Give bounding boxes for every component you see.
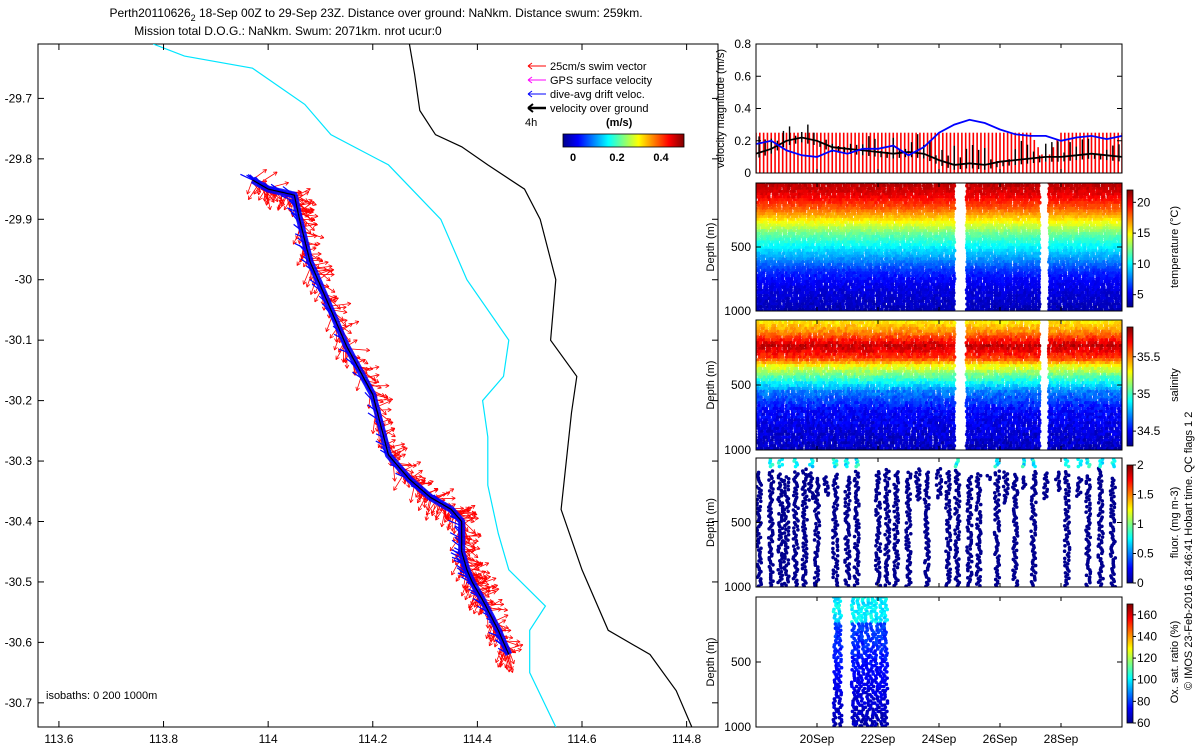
map-x-tick-label: 114	[259, 732, 278, 746]
speed-colorbar	[563, 134, 684, 147]
velocity-y-tick-label: 0.6	[734, 69, 751, 83]
profile-sample-dot	[753, 254, 757, 258]
legend-time-label: 4h	[525, 117, 537, 129]
map-x-tick-label: 114.6	[567, 732, 596, 746]
legend-gps-label: GPS surface velocity	[550, 75, 653, 87]
colorbar-tick: 0.2	[609, 152, 624, 164]
colorbar-tick: 0.4	[653, 152, 669, 164]
figure-title-line1: Perth201106262 18-Sep 00Z to 29-Sep 23Z.…	[109, 6, 642, 23]
map-y-tick-label: -30.2	[5, 394, 33, 408]
map-y-tick-label: -30.7	[5, 696, 33, 710]
map-y-tick-label: -30.3	[5, 454, 33, 468]
map-y-tick-label: -30.6	[5, 635, 33, 649]
panel-content	[753, 181, 1124, 312]
map-x-tick-label: 114.8	[672, 732, 701, 746]
map-y-tick-label: -30	[15, 273, 33, 287]
profile-sample-dot	[754, 223, 758, 227]
velocity-y-tick-label: 0.2	[734, 134, 751, 148]
map-y-tick-label: -30.5	[5, 575, 33, 589]
legend-ground-label: velocity over ground	[550, 103, 648, 115]
figure-title-line2: Mission total D.O.G.: NaNkm. Swum: 2071k…	[134, 24, 442, 38]
isobaths-label: isobaths: 0 200 1000m	[46, 690, 157, 702]
map-x-tick-label: 114.4	[463, 732, 492, 746]
map-x-tick-label: 114.2	[358, 732, 387, 746]
colorbar-tick: 0	[570, 152, 576, 164]
map-x-tick-label: 113.6	[44, 732, 73, 746]
map-y-tick-label: -30.4	[5, 514, 33, 528]
panel-velocity-magnitude: 0 0.2 0.4 0.6 0.8 velocity magnitude (m/s)	[715, 37, 1122, 180]
map-panel: 113.6 113.8 114 114.2 114.4 114.6 114.8 -29.7 -2…	[5, 44, 718, 746]
right-panels: 0 0.2 0.4 0.6 0.8 velocity magnitude (m/s) 500…	[705, 37, 1181, 746]
map-x-tick-label: 113.8	[149, 732, 178, 746]
velocity-y-axis-label: velocity magnitude (m/s)	[715, 49, 727, 168]
colorbar-title: (m/s)	[606, 117, 633, 129]
map-y-tick-label: -29.9	[5, 212, 33, 226]
velocity-y-tick-label: 0.8	[734, 37, 751, 51]
legend-drift-label: dive-avg drift veloc.	[550, 89, 645, 101]
map-y-tick-label: -29.8	[5, 152, 33, 166]
legend-swim-label: 25cm/s swim vector	[550, 61, 647, 73]
velocity-y-tick-label: 0.4	[734, 102, 751, 116]
velocity-y-tick-label: 0	[744, 166, 751, 180]
panel-content	[756, 120, 1122, 173]
map-y-tick-label: -30.1	[5, 333, 33, 347]
map-y-tick-label: -29.7	[5, 91, 33, 105]
